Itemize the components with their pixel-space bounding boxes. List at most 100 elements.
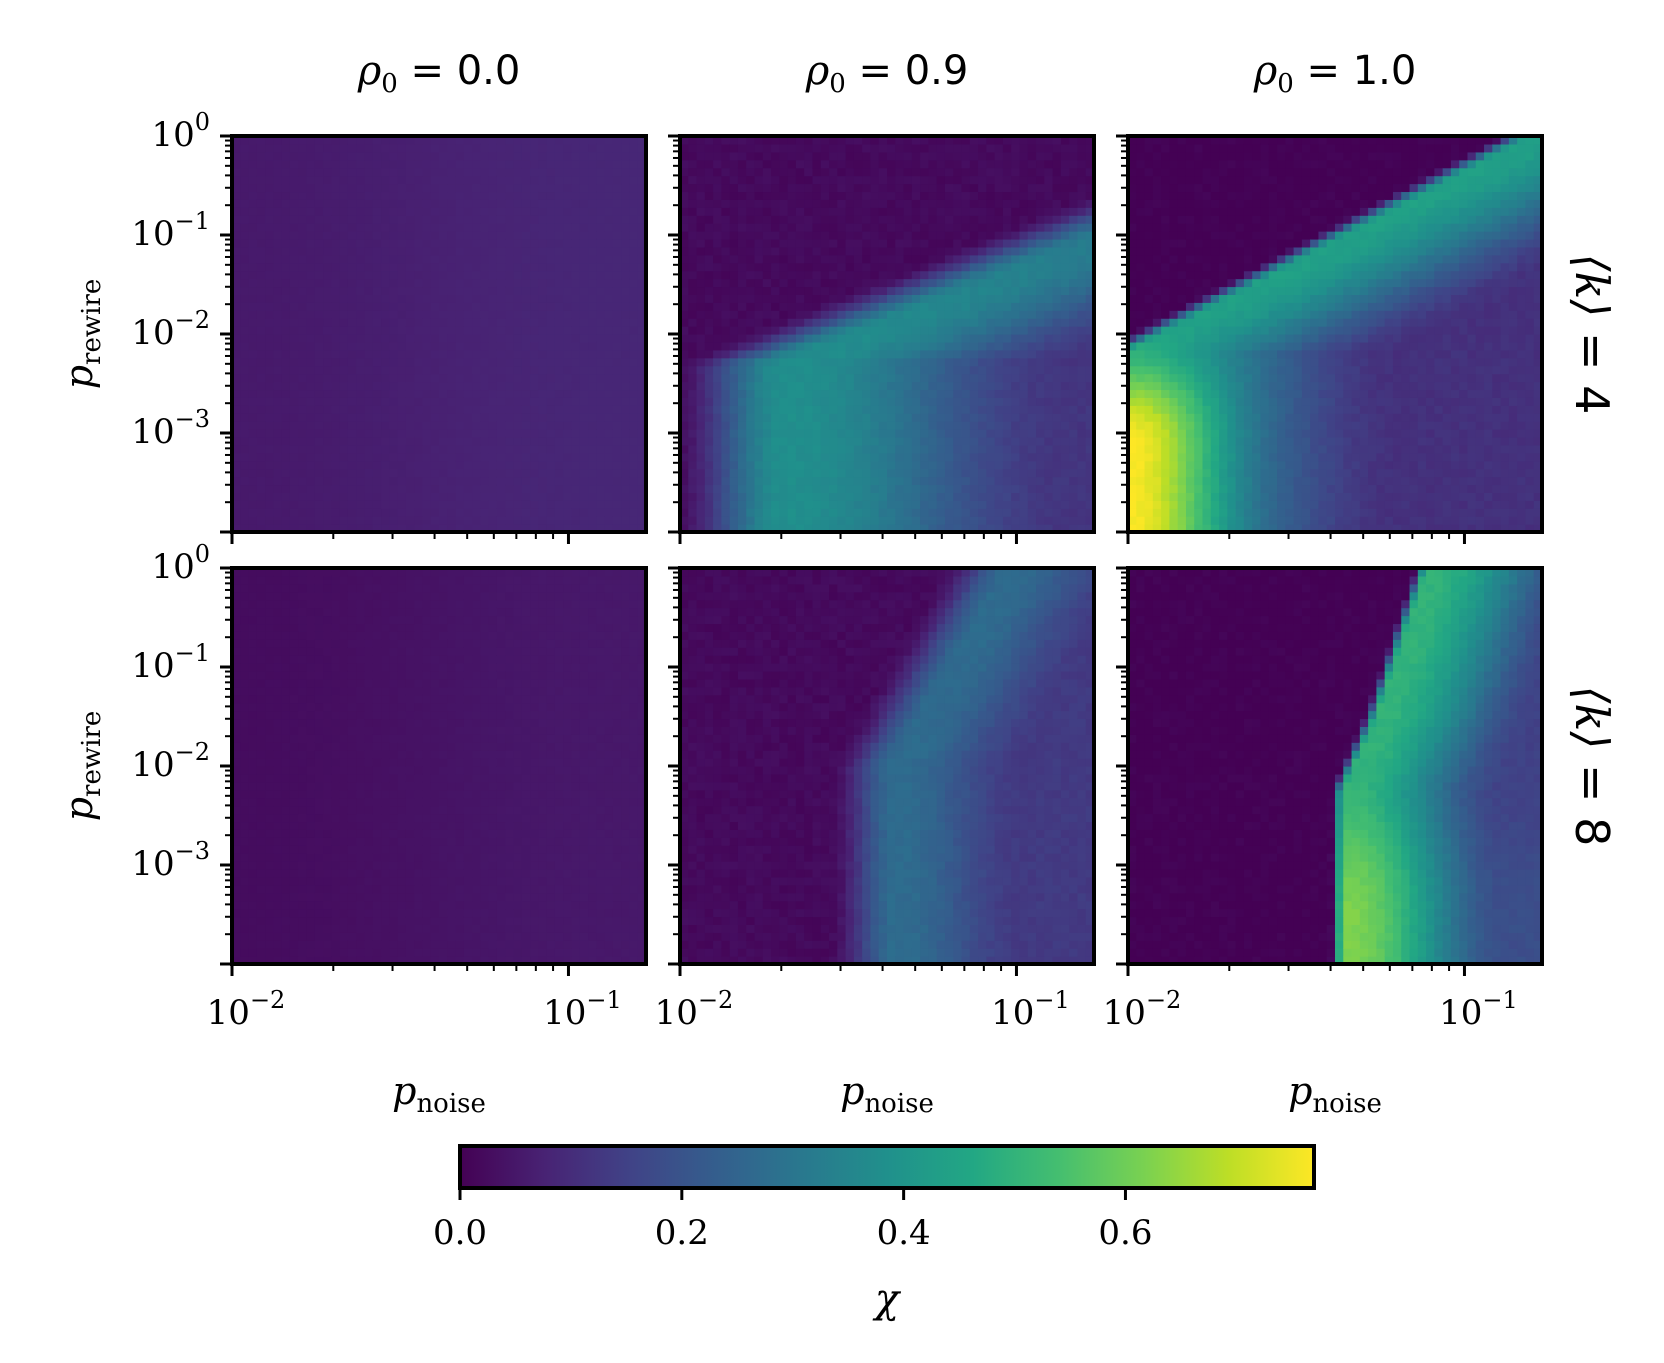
- heatmap-cell: [862, 326, 872, 335]
- heatmap-cell: [887, 199, 896, 208]
- heatmap-cell: [853, 310, 863, 319]
- heatmap-cell: [1027, 262, 1037, 272]
- heatmap-cell: [1052, 231, 1062, 240]
- heatmap-cell: [704, 318, 714, 327]
- heatmap-cell: [754, 159, 764, 169]
- heatmap-cell: [265, 270, 274, 280]
- heatmap-cell: [629, 238, 639, 248]
- heatmap-cell: [953, 191, 963, 200]
- heatmap-cell: [1002, 508, 1012, 517]
- heatmap-cell: [422, 231, 432, 240]
- heatmap-cell: [795, 357, 805, 367]
- heatmap-cell: [928, 167, 938, 177]
- heatmap-cell: [978, 500, 987, 509]
- heatmap-cell: [397, 246, 407, 256]
- heatmap-cell: [994, 516, 1004, 525]
- heatmap-cell: [1044, 484, 1054, 493]
- heatmap-cell: [381, 199, 390, 208]
- heatmap-cell: [488, 341, 498, 351]
- heatmap-cell: [845, 516, 855, 525]
- heatmap-cell: [704, 136, 714, 145]
- heatmap-cell: [621, 460, 631, 470]
- heatmap-cell: [347, 476, 357, 486]
- heatmap-cell: [621, 476, 631, 486]
- heatmap-cell: [381, 468, 390, 478]
- heatmap-cell: [405, 468, 415, 478]
- heatmap-cell: [513, 444, 523, 454]
- heatmap-cell: [612, 334, 622, 343]
- heatmap-cell: [331, 183, 341, 193]
- heatmap-cell: [837, 159, 847, 169]
- heatmap-cell: [612, 492, 622, 501]
- heatmap-cell: [953, 246, 963, 256]
- heatmap-cell: [265, 262, 274, 272]
- heatmap-cell: [621, 492, 631, 501]
- heatmap-cell: [944, 231, 954, 240]
- heatmap-cell: [804, 468, 814, 478]
- heatmap-cell: [870, 254, 880, 264]
- heatmap-cell: [737, 207, 747, 216]
- heatmap-cell: [911, 262, 921, 272]
- heatmap-cell: [771, 326, 780, 335]
- heatmap-cell: [248, 326, 258, 335]
- heatmap-cell: [604, 151, 614, 161]
- heatmap-cell: [903, 500, 913, 509]
- heatmap-cell: [505, 167, 515, 177]
- heatmap-cell: [762, 357, 772, 367]
- heatmap-cell: [986, 357, 996, 367]
- heatmap-cell: [1027, 476, 1037, 486]
- heatmap-cell: [729, 294, 739, 303]
- heatmap-cell: [422, 476, 432, 486]
- heatmap-cell: [1069, 508, 1079, 517]
- heatmap-cell: [563, 476, 573, 486]
- heatmap-cell: [795, 484, 805, 493]
- heatmap-cell: [463, 484, 473, 493]
- heatmap-cell: [1069, 175, 1079, 185]
- heatmap-cell: [713, 159, 722, 169]
- heatmap-cell: [737, 318, 747, 327]
- heatmap-cell: [920, 349, 929, 359]
- heatmap-cell: [754, 191, 764, 200]
- heatmap-cell: [795, 508, 805, 517]
- heatmap-cell: [323, 381, 332, 391]
- heatmap-cell: [298, 452, 308, 462]
- heatmap-cell: [1011, 199, 1021, 208]
- heatmap-cell: [994, 508, 1004, 517]
- heatmap-cell: [729, 397, 739, 406]
- heatmap-cell: [771, 484, 780, 493]
- heatmap-cell: [546, 136, 556, 145]
- heatmap-cell: [737, 294, 747, 303]
- heatmap-cell: [389, 191, 399, 200]
- heatmap-cell: [306, 365, 316, 375]
- heatmap-cell: [496, 357, 506, 367]
- heatmap-cell: [298, 159, 308, 169]
- heatmap-cell: [762, 318, 772, 327]
- heatmap-cell: [298, 349, 308, 359]
- heatmap-cell: [430, 175, 440, 185]
- heatmap-cell: [281, 444, 291, 454]
- heatmap-cell: [331, 175, 341, 185]
- heatmap-cell: [1052, 326, 1062, 335]
- heatmap-cell: [696, 270, 706, 280]
- heatmap-cell: [845, 508, 855, 517]
- heatmap-cell: [612, 183, 622, 193]
- heatmap-cell: [480, 183, 490, 193]
- heatmap-cell: [240, 334, 250, 343]
- heatmap-cell: [944, 389, 954, 398]
- heatmap-cell: [455, 262, 465, 272]
- heatmap-cell: [530, 310, 539, 319]
- heatmap-cell: [812, 508, 822, 517]
- heatmap-cell: [1019, 191, 1029, 200]
- heatmap-cell: [248, 143, 258, 153]
- heatmap-cell: [538, 159, 548, 169]
- heatmap-cell: [704, 334, 714, 343]
- heatmap-cell: [887, 405, 896, 414]
- heatmap-cell: [1036, 175, 1045, 185]
- heatmap-cell: [414, 326, 424, 335]
- heatmap-cell: [771, 310, 780, 319]
- heatmap-cell: [961, 357, 971, 367]
- heatmap-cell: [405, 270, 415, 280]
- heatmap-cell: [953, 254, 963, 264]
- heatmap-cell: [621, 389, 631, 398]
- heatmap-cell: [323, 175, 332, 185]
